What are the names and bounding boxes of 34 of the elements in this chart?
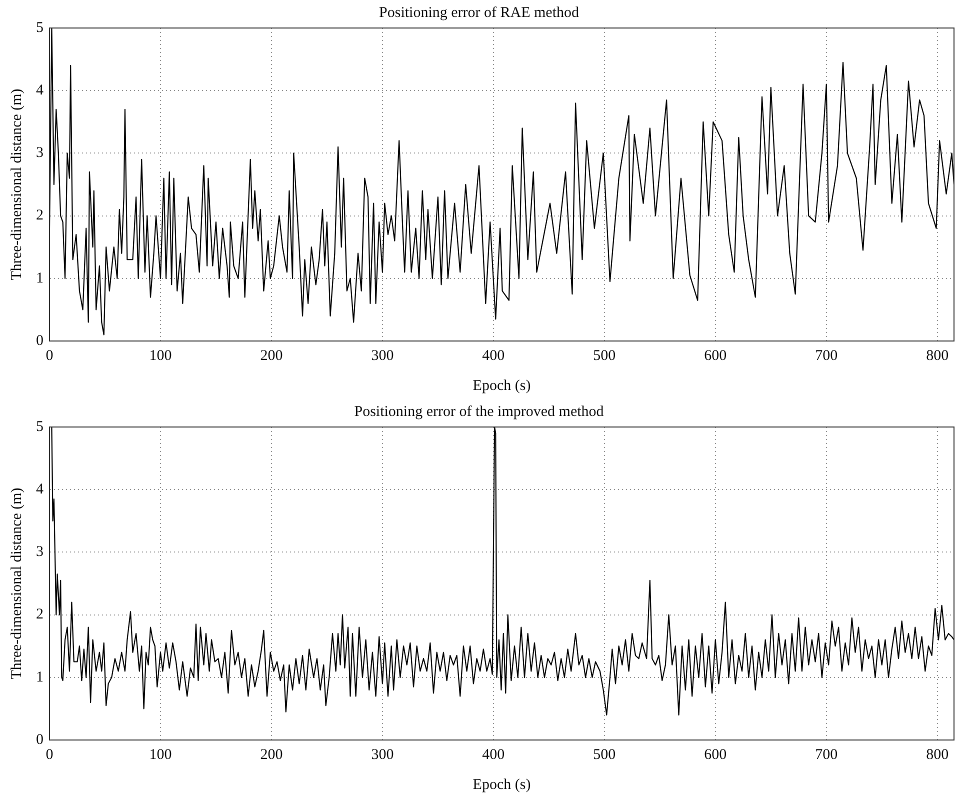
y-tick-label: 1 — [36, 270, 44, 286]
x-tick-label: 200 — [260, 348, 283, 364]
x-axis-title: Epoch (s) — [472, 378, 531, 394]
chart-title: Positioning error of the improved method — [354, 404, 604, 420]
x-tick-label: 600 — [704, 746, 727, 763]
y-tick-label: 2 — [36, 606, 44, 623]
y-axis-title: Three-dimensional distance (m) — [8, 488, 25, 680]
y-tick-label: 3 — [36, 145, 44, 162]
y-tick-label: 4 — [36, 482, 44, 498]
y-tick-label: 0 — [36, 732, 44, 748]
x-tick-label: 700 — [815, 746, 838, 763]
chart-title: Positioning error of RAE method — [379, 4, 580, 21]
y-tick-label: 5 — [36, 418, 44, 435]
x-tick-label: 400 — [482, 348, 505, 364]
x-tick-label: 800 — [926, 348, 949, 364]
y-tick-label: 0 — [36, 332, 44, 349]
y-tick-label: 4 — [36, 82, 44, 99]
x-tick-label: 300 — [371, 746, 394, 763]
x-axis-title: Epoch (s) — [472, 776, 531, 793]
x-tick-label: 100 — [149, 348, 172, 364]
x-tick-label: 700 — [815, 348, 838, 364]
x-tick-label: 300 — [371, 348, 394, 364]
x-tick-label: 800 — [926, 746, 949, 763]
y-tick-label: 1 — [36, 669, 44, 686]
y-tick-label: 3 — [36, 544, 44, 560]
y-tick-label: 2 — [36, 208, 44, 224]
x-tick-label: 600 — [704, 348, 727, 364]
x-tick-label: 500 — [593, 746, 616, 763]
x-tick-label: 400 — [482, 746, 505, 763]
y-tick-label: 5 — [36, 20, 44, 36]
x-tick-label: 500 — [593, 348, 616, 364]
x-tick-label: 200 — [260, 746, 283, 763]
y-axis-title: Three-dimensional distance (m) — [8, 88, 25, 280]
x-tick-label: 100 — [149, 746, 172, 763]
